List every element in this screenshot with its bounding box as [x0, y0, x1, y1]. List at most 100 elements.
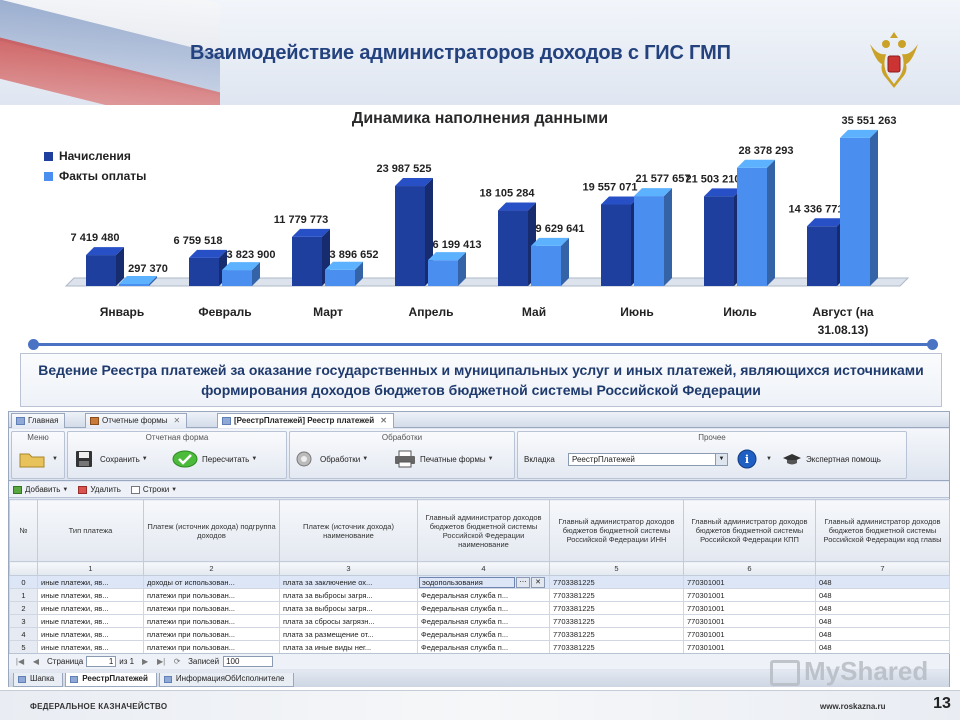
table-cell[interactable]: 7703381225	[549, 588, 684, 602]
table-cell[interactable]: иные платежи, яв...	[37, 627, 144, 641]
info-button[interactable]: i ▼	[736, 448, 772, 470]
slide-title: Взаимодействие администраторов доходов с…	[190, 42, 731, 64]
column-header[interactable]: Тип платежа	[37, 499, 144, 562]
column-header[interactable]: №	[9, 499, 38, 562]
table-cell[interactable]: платежи при пользован...	[143, 627, 280, 641]
table-cell[interactable]: иные платежи, яв...	[37, 614, 144, 628]
table-cell[interactable]: 770301001	[683, 627, 816, 641]
table-cell[interactable]: плата за выбросы загря...	[279, 601, 418, 615]
prev-page-icon[interactable]: ◀	[32, 656, 40, 666]
table-cell[interactable]: Федеральная служба п...	[417, 640, 550, 654]
table-cell[interactable]: платежи при пользован...	[143, 640, 280, 654]
recalculate-button[interactable]: Пересчитать ▼	[172, 448, 257, 470]
print-forms-button[interactable]: Печатные формы ▼	[394, 448, 494, 470]
table-cell[interactable]: Федеральная служба п...	[417, 601, 550, 615]
bar-payments-0	[119, 276, 157, 286]
bar-payments-6	[737, 159, 775, 286]
table-cell[interactable]: 048	[815, 640, 950, 654]
tab-payment-registry[interactable]: [РеестрПлатежей] Реестр платежей ✕	[217, 413, 394, 428]
bar-accruals-6	[704, 188, 742, 286]
document-tabs: Главная Отчетные формы ✕ [РеестрПлатежей]…	[9, 412, 949, 428]
table-cell[interactable]: платежи при пользован...	[143, 601, 280, 615]
data-label: 6 199 413	[433, 239, 482, 251]
table-cell[interactable]: 7703381225	[549, 614, 684, 628]
table-cell[interactable]: 7703381225	[549, 627, 684, 641]
table-cell[interactable]: 048	[815, 575, 950, 589]
table-cell[interactable]: Федеральная служба п...	[417, 614, 550, 628]
table-cell[interactable]: 048	[815, 601, 950, 615]
column-header[interactable]: Платеж (источник дохода) подгруппа доход…	[143, 499, 280, 562]
data-label: 35 551 263	[841, 115, 896, 127]
table-cell[interactable]: 770301001	[683, 614, 816, 628]
table-row[interactable]: 5 иные платежи, яв... платежи при пользова…	[9, 640, 950, 654]
table-row[interactable]: 2 иные платежи, яв... платежи при пользова…	[9, 601, 950, 615]
table-cell[interactable]: 770301001	[683, 575, 816, 589]
add-button[interactable]: Добавить ▼	[13, 485, 68, 494]
table-cell[interactable]: 7703381225	[549, 601, 684, 615]
tab-selector-dropdown[interactable]: РеестрПлатежей ▼	[568, 453, 728, 466]
table-cell[interactable]: Федеральная служба п...	[417, 627, 550, 641]
expert-help-button[interactable]: Экспертная помощь	[782, 448, 881, 470]
table-cell[interactable]: иные платежи, яв...	[37, 575, 144, 589]
tab-main[interactable]: Главная	[11, 413, 66, 428]
table-cell[interactable]: 770301001	[683, 601, 816, 615]
footer-url[interactable]: www.roskazna.ru	[820, 702, 886, 711]
records-per-page-select[interactable]: 100	[223, 656, 274, 667]
last-page-icon[interactable]: ▶|	[156, 656, 166, 666]
bottom-tab-registry[interactable]: РеестрПлатежей	[65, 673, 157, 687]
close-icon[interactable]: ✕	[173, 416, 181, 425]
pager: |◀ ◀ Страница 1 из 1 ▶ ▶| ⟳ Записей 100	[9, 653, 949, 669]
category-label: Январь	[100, 305, 144, 319]
table-cell[interactable]: плата за размещение от...	[279, 627, 418, 641]
table-row[interactable]: 3 иные платежи, яв... платежи при пользова…	[9, 614, 950, 628]
table-row[interactable]: 4 иные платежи, яв... платежи при пользова…	[9, 627, 950, 641]
row-number-cell: 0	[9, 575, 38, 589]
table-cell[interactable]: иные платежи, яв...	[37, 601, 144, 615]
table-cell[interactable]: 7703381225	[549, 640, 684, 654]
bar-accruals-0	[86, 247, 124, 286]
table-cell[interactable]: Федеральная служба п...	[417, 588, 550, 602]
table-cell[interactable]: платежи при пользован...	[143, 588, 280, 602]
bottom-tab-executor-info[interactable]: ИнформацияОбИсполнителе	[158, 673, 294, 687]
column-header[interactable]: Платеж (источник дохода) наименование	[279, 499, 418, 562]
next-page-icon[interactable]: ▶	[142, 656, 149, 666]
table-cell[interactable]: плата за выбросы загря...	[279, 588, 418, 602]
table-cell[interactable]: 770301001	[683, 588, 816, 602]
table-cell[interactable]: доходы от использован...	[143, 575, 280, 589]
table-cell[interactable]: эодопользования ⋯ ✕	[417, 575, 550, 589]
gear-icon	[296, 451, 312, 467]
column-header[interactable]: Главный администратор доходов бюджетов б…	[683, 499, 816, 562]
refresh-icon[interactable]: ⟳	[173, 656, 181, 666]
table-cell[interactable]: 048	[815, 627, 950, 641]
row-number-cell: 5	[9, 640, 38, 654]
table-cell[interactable]: плата за заключение ох...	[279, 575, 418, 589]
table-row[interactable]: 1 иные платежи, яв... платежи при пользова…	[9, 588, 950, 602]
page-number-input[interactable]: 1	[86, 656, 117, 667]
table-cell[interactable]: 048	[815, 614, 950, 628]
column-header[interactable]: Главный администратор доходов бюджетов б…	[815, 499, 950, 562]
table-row[interactable]: 0 иные платежи, яв... доходы от использова…	[9, 575, 950, 589]
table-cell[interactable]: иные платежи, яв...	[37, 588, 144, 602]
menu-button[interactable]: ▼	[18, 448, 58, 470]
rows-button[interactable]: Строки ▼	[130, 485, 177, 494]
tab-report-forms[interactable]: Отчетные формы ✕	[85, 413, 188, 428]
delete-button[interactable]: Удалить	[78, 485, 121, 494]
bar-accruals-7	[807, 218, 845, 286]
processing-button[interactable]: Обработки ▼	[294, 448, 368, 470]
close-icon[interactable]: ✕	[380, 416, 387, 425]
table-cell[interactable]: плата за иные виды нег...	[279, 640, 418, 654]
cell-editor-input[interactable]: эодопользования	[419, 576, 515, 588]
table-cell[interactable]: иные платежи, яв...	[37, 640, 144, 654]
column-header[interactable]: Главный администратор доходов бюджетов б…	[549, 499, 684, 562]
bottom-tab-header[interactable]: Шапка	[13, 673, 64, 687]
ellipsis-icon[interactable]: ⋯	[516, 576, 530, 588]
table-cell[interactable]: 7703381225	[549, 575, 684, 589]
first-page-icon[interactable]: |◀	[15, 656, 25, 666]
column-header[interactable]: Главный администратор доходов бюджетов б…	[417, 499, 550, 562]
table-cell[interactable]: 770301001	[683, 640, 816, 654]
save-button[interactable]: Сохранить ▼	[74, 448, 148, 470]
table-cell[interactable]: 048	[815, 588, 950, 602]
clear-icon[interactable]: ✕	[531, 576, 545, 588]
table-cell[interactable]: платежи при пользован...	[143, 614, 280, 628]
table-cell[interactable]: плата за сбросы загрязн...	[279, 614, 418, 628]
